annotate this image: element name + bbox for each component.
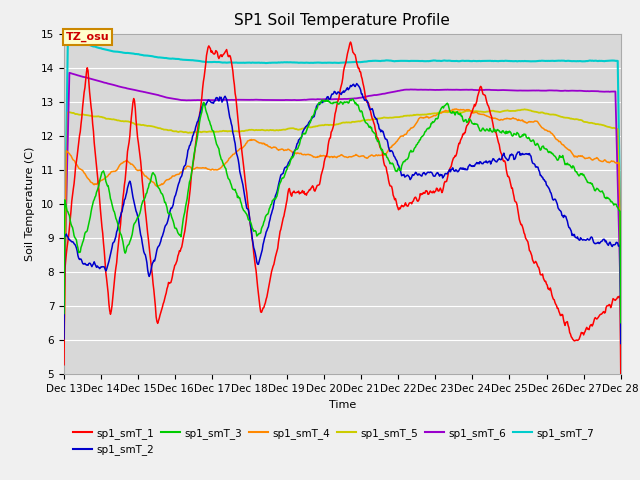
sp1_smT_4 [410,124,418,130]
Line: sp1_smT_6: sp1_smT_6 [64,73,621,303]
sp1_smT_4 [426,115,434,120]
sp1_smT_6 [428,87,435,93]
sp1_smT_7 [64,36,72,42]
Legend: sp1_smT_1, sp1_smT_2, sp1_smT_3, sp1_smT_4, sp1_smT_5, sp1_smT_6, sp1_smT_7: sp1_smT_1, sp1_smT_2, sp1_smT_3, sp1_smT… [69,424,598,459]
sp1_smT_6 [128,86,136,92]
sp1_smT_4 [60,344,68,349]
sp1_smT_5 [60,325,68,331]
sp1_smT_4 [617,287,625,293]
sp1_smT_2 [70,241,78,247]
Line: sp1_smT_1: sp1_smT_1 [64,42,621,378]
sp1_smT_3 [60,311,68,316]
Line: sp1_smT_2: sp1_smT_2 [64,84,621,344]
X-axis label: Time: Time [329,400,356,409]
sp1_smT_6 [60,290,68,296]
sp1_smT_2 [428,169,435,175]
sp1_smT_5 [214,129,221,134]
sp1_smT_4 [214,167,221,173]
sp1_smT_2 [353,81,360,86]
Line: sp1_smT_3: sp1_smT_3 [64,99,621,323]
sp1_smT_3 [70,233,78,239]
sp1_smT_7 [411,58,419,64]
Line: sp1_smT_4: sp1_smT_4 [64,109,621,347]
sp1_smT_3 [617,320,625,325]
sp1_smT_7 [214,59,222,65]
sp1_smT_4 [184,163,192,169]
sp1_smT_2 [60,336,68,342]
sp1_smT_5 [70,110,78,116]
Title: SP1 Soil Temperature Profile: SP1 Soil Temperature Profile [234,13,451,28]
sp1_smT_7 [71,38,79,44]
sp1_smT_1 [184,204,192,210]
sp1_smT_7 [428,58,435,64]
Text: TZ_osu: TZ_osu [66,32,109,42]
sp1_smT_3 [428,120,435,126]
Line: sp1_smT_7: sp1_smT_7 [64,39,621,291]
sp1_smT_3 [349,96,356,102]
sp1_smT_5 [617,293,625,299]
sp1_smT_7 [60,288,68,294]
sp1_smT_5 [521,107,529,112]
sp1_smT_1 [60,362,68,368]
sp1_smT_1 [411,195,419,201]
Y-axis label: Soil Temperature (C): Soil Temperature (C) [26,147,35,261]
sp1_smT_2 [184,147,192,153]
sp1_smT_5 [127,120,135,125]
sp1_smT_7 [185,57,193,63]
Line: sp1_smT_5: sp1_smT_5 [64,109,621,328]
sp1_smT_3 [214,143,221,148]
sp1_smT_3 [127,234,135,240]
sp1_smT_4 [127,161,135,167]
sp1_smT_4 [452,106,460,112]
sp1_smT_2 [411,171,419,177]
sp1_smT_6 [214,97,222,103]
sp1_smT_1 [214,50,221,56]
sp1_smT_1 [70,181,78,187]
sp1_smT_6 [185,97,193,103]
sp1_smT_2 [214,95,221,101]
sp1_smT_5 [410,112,418,118]
sp1_smT_6 [65,70,73,76]
sp1_smT_4 [70,157,78,163]
sp1_smT_2 [617,341,625,347]
sp1_smT_6 [617,300,625,306]
sp1_smT_1 [617,375,625,381]
sp1_smT_3 [411,145,419,151]
sp1_smT_1 [428,189,435,195]
sp1_smT_7 [617,252,625,257]
sp1_smT_1 [347,39,355,45]
sp1_smT_3 [184,190,192,195]
sp1_smT_2 [127,185,135,191]
sp1_smT_5 [184,130,192,136]
sp1_smT_1 [127,114,135,120]
sp1_smT_7 [128,50,136,56]
sp1_smT_5 [426,111,434,117]
sp1_smT_6 [411,87,419,93]
sp1_smT_6 [71,72,79,77]
